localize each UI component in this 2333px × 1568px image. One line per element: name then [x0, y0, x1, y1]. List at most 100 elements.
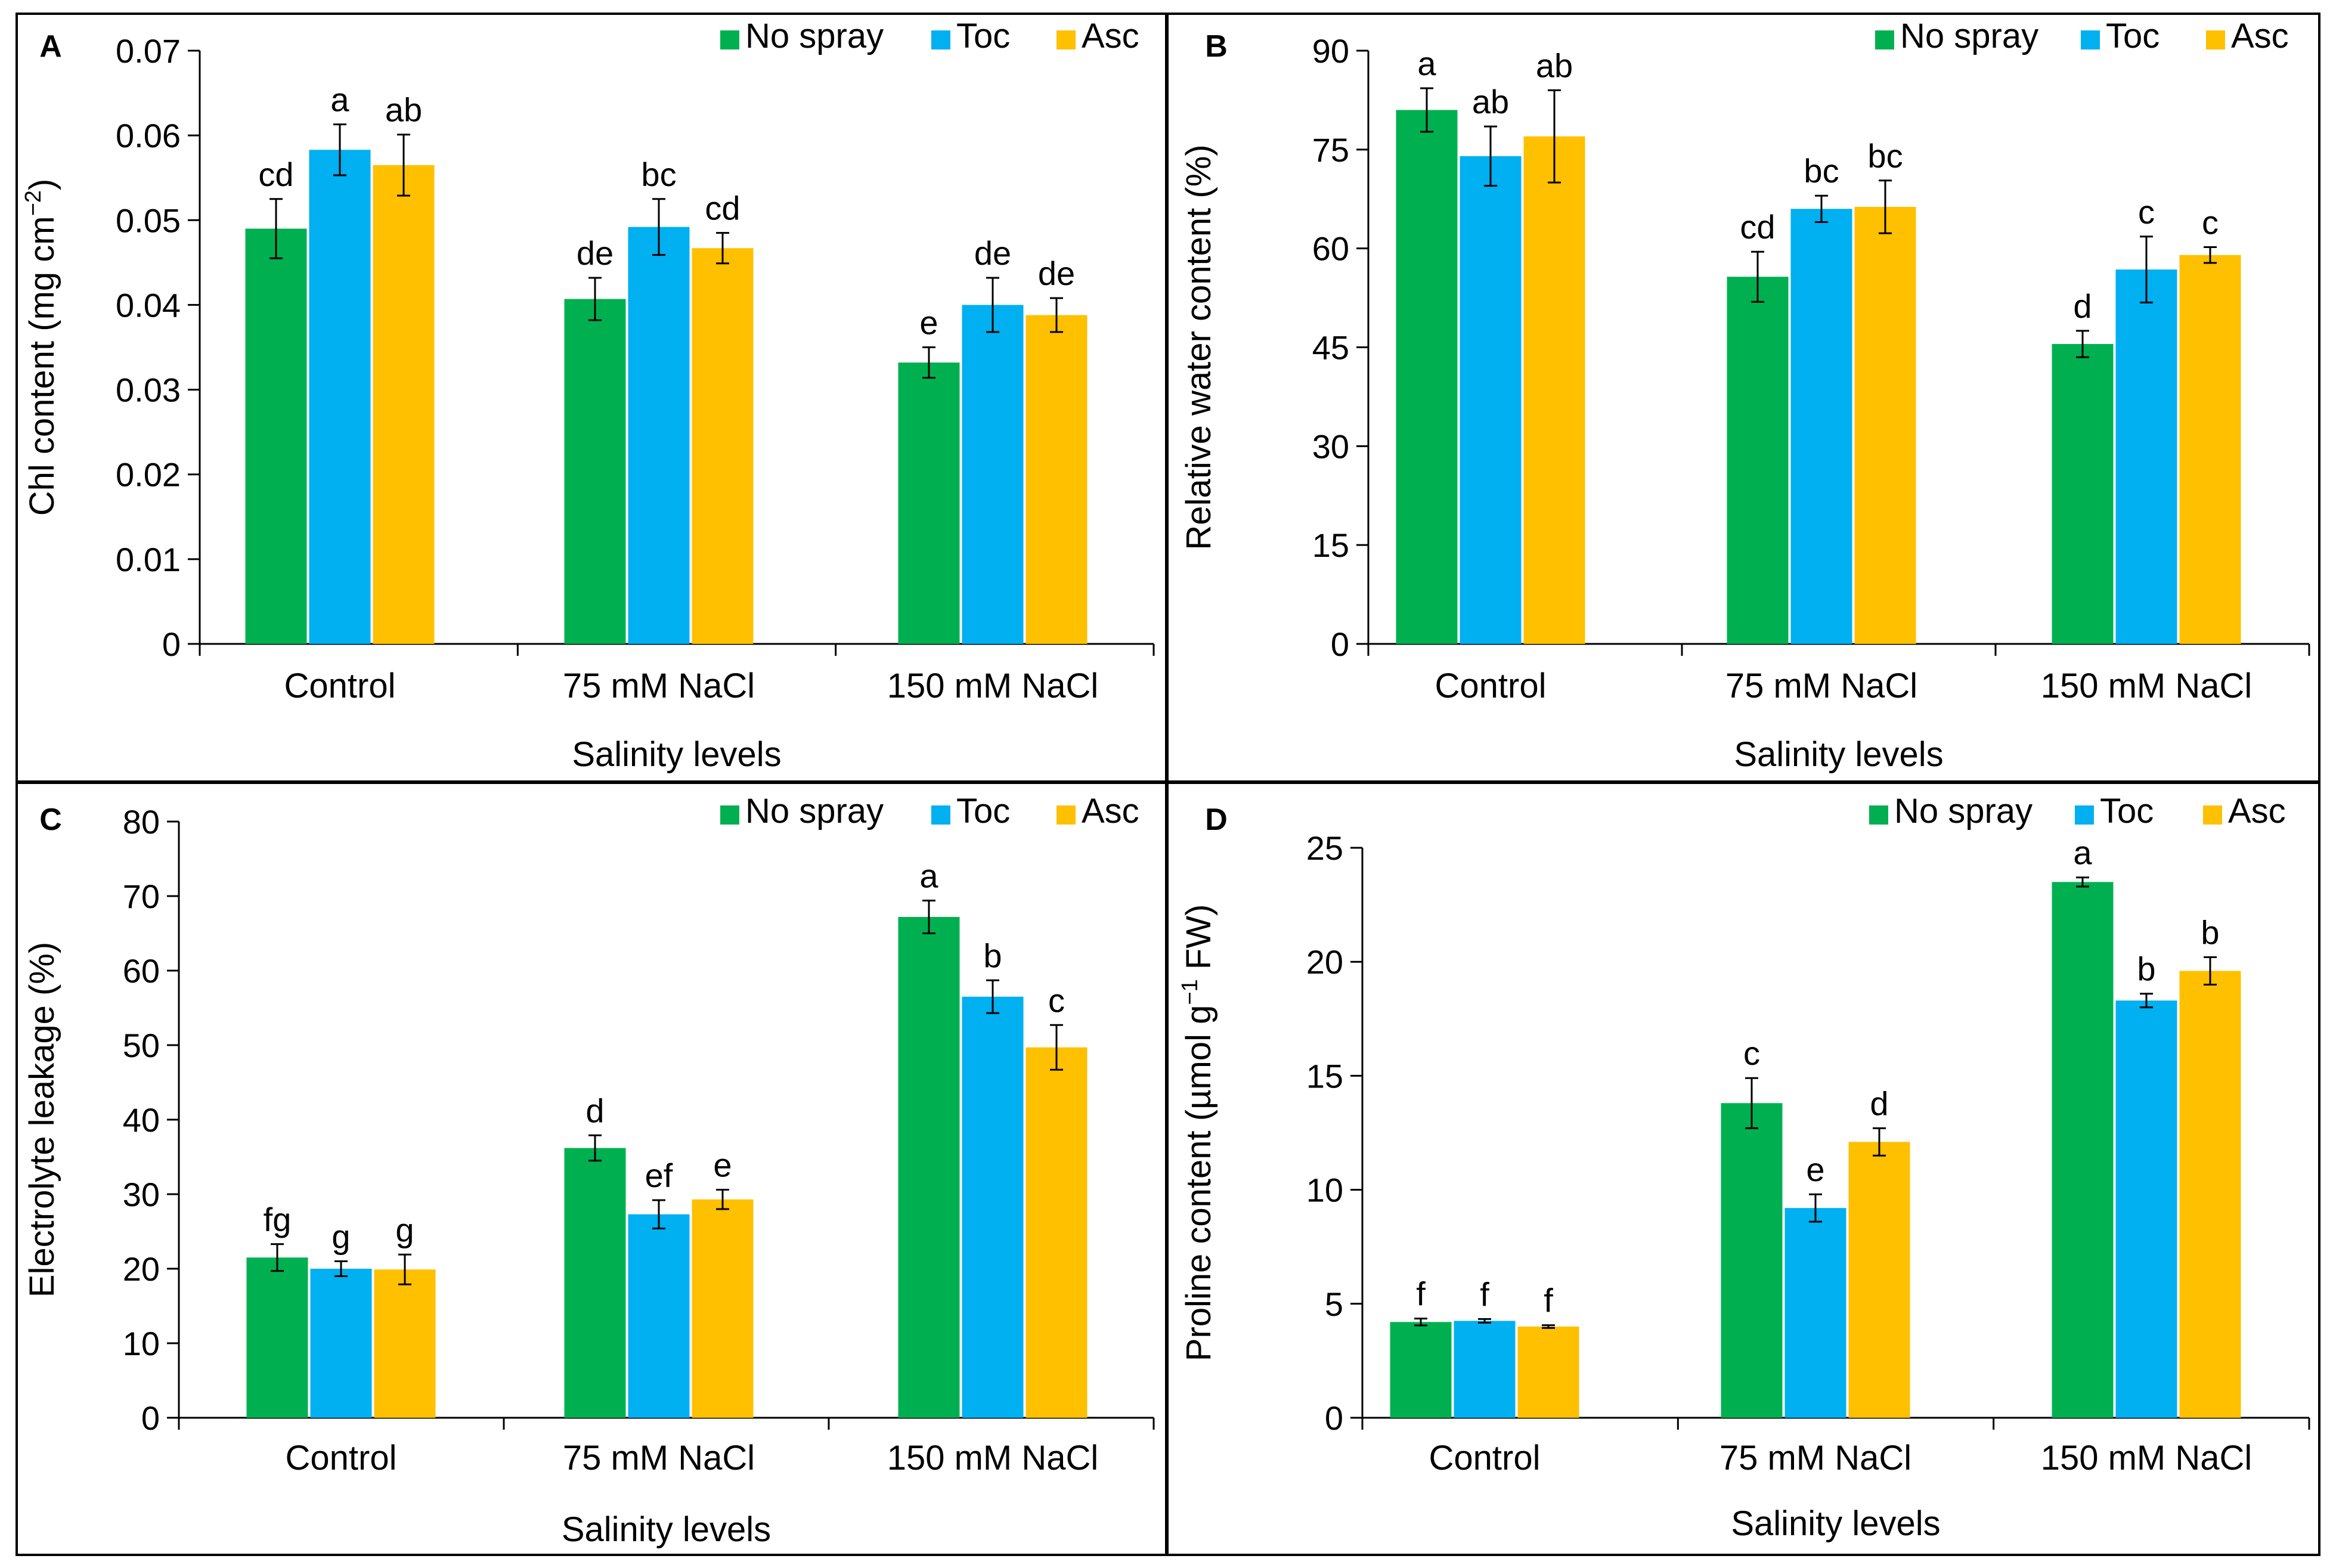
- significance-letter: c: [2202, 203, 2219, 241]
- significance-letter: cd: [1740, 208, 1775, 246]
- x-tick-label: Control: [284, 667, 396, 705]
- y-tick-label: 60: [1312, 230, 1349, 268]
- y-tick-label: 75: [1312, 131, 1349, 169]
- legend-swatch-no-spray: [720, 30, 739, 49]
- y-axis-title: Electrolyte leakage (%): [23, 942, 61, 1297]
- y-axis-title-main: Relative water content (%): [1179, 144, 1218, 550]
- figure-frame: [16, 13, 2320, 1556]
- y-axis-title-main: Chl content (mg cm: [23, 216, 61, 516]
- y-tick-label: 20: [1306, 943, 1343, 981]
- legend-label: No spray: [745, 17, 884, 55]
- bar-toc: [1454, 1321, 1516, 1418]
- significance-letter: c: [1048, 981, 1065, 1019]
- y-tick-label: 20: [123, 1250, 160, 1288]
- y-tick-label: 70: [123, 878, 160, 915]
- legend-swatch-no-spray: [720, 805, 739, 825]
- bar-no-spray: [898, 917, 960, 1418]
- bar-asc: [1517, 1327, 1579, 1418]
- bar-asc: [374, 1269, 436, 1418]
- y-tick-label: 50: [123, 1027, 160, 1064]
- y-tick-label: 0: [141, 1399, 160, 1437]
- y-tick-label: 0.03: [116, 371, 181, 409]
- bar-asc: [1025, 1047, 1088, 1418]
- panel-label: D: [1205, 802, 1228, 837]
- panel-d: D 0 5 10 15 20 25 Control 75 mM NaCl 150 mM NaCl S…: [1178, 792, 2310, 1543]
- y-tick-label: 10: [123, 1325, 160, 1362]
- legend-label: No spray: [1894, 792, 2033, 831]
- x-tick-label: 75 mM NaCl: [563, 667, 755, 705]
- x-tick-label: 150 mM NaCl: [2041, 1439, 2253, 1477]
- bar-asc: [1025, 315, 1088, 644]
- bar-toc: [628, 1214, 690, 1418]
- y-axis-title-tail: FW): [1179, 904, 1218, 980]
- legend-swatch-toc: [2081, 30, 2100, 49]
- bar-asc: [2179, 971, 2241, 1418]
- legend-swatch-asc: [1056, 30, 1076, 49]
- bar-toc: [1784, 1208, 1846, 1418]
- significance-letter: b: [2201, 914, 2219, 952]
- panel-c: C 0 10 20 30 40 50 60 70 80 Control 75 mM NaCl 150 m…: [23, 792, 1155, 1549]
- significance-letter: a: [1417, 45, 1436, 82]
- significance-letter: e: [919, 304, 938, 342]
- legend-swatch-toc: [931, 30, 950, 49]
- x-tick-label: 75 mM NaCl: [1719, 1439, 1911, 1477]
- bar-asc: [1523, 136, 1585, 644]
- bar-no-spray: [2052, 882, 2114, 1418]
- panel-label: B: [1205, 29, 1228, 64]
- y-tick-label: 25: [1306, 829, 1343, 867]
- significance-letter: b: [983, 937, 1002, 974]
- y-tick-label: 15: [1312, 526, 1349, 564]
- legend-swatch-no-spray: [1875, 30, 1894, 49]
- legend-swatch-toc: [931, 805, 950, 825]
- significance-letter: de: [974, 234, 1011, 272]
- bar-no-spray: [898, 362, 960, 644]
- y-axis-title-main: Proline content (µmol g: [1179, 1005, 1218, 1362]
- y-tick-label: 40: [123, 1101, 160, 1139]
- x-tick-label: 150 mM NaCl: [887, 667, 1099, 705]
- y-tick-label: 0.06: [116, 117, 181, 154]
- panel-label: C: [39, 802, 62, 837]
- significance-letter: g: [331, 1218, 350, 1256]
- legend-swatch-asc: [2206, 30, 2225, 49]
- y-tick-label: 0.07: [116, 32, 181, 70]
- y-tick-label: 90: [1312, 32, 1349, 70]
- bar-toc: [628, 227, 690, 644]
- legend-label: Toc: [2100, 792, 2154, 831]
- legend-swatch-asc: [1056, 805, 1076, 825]
- x-tick-label: Control: [1429, 1439, 1541, 1477]
- bar-toc: [309, 150, 371, 644]
- y-axis-title-superscript: −2: [21, 190, 46, 216]
- legend-label: Asc: [2231, 17, 2289, 55]
- bar-no-spray: [245, 228, 307, 644]
- y-tick-label: 0.01: [116, 541, 181, 578]
- significance-letter: cd: [705, 190, 740, 227]
- bar-toc: [1460, 156, 1522, 644]
- x-axis-title: Salinity levels: [562, 1510, 771, 1549]
- legend-label: Toc: [2106, 17, 2160, 55]
- y-tick-label: 80: [123, 803, 160, 841]
- significance-letter: ab: [1472, 83, 1509, 120]
- bar-toc: [2115, 269, 2177, 644]
- significance-letter: fg: [264, 1201, 292, 1238]
- x-tick-label: 75 mM NaCl: [563, 1439, 755, 1477]
- y-tick-label: 5: [1325, 1285, 1343, 1323]
- significance-letter: ef: [645, 1157, 673, 1194]
- y-tick-label: 15: [1306, 1057, 1343, 1095]
- significance-letter: ab: [1536, 47, 1573, 84]
- y-tick-label: 0: [1325, 1399, 1343, 1437]
- significance-letter: d: [2073, 287, 2092, 325]
- bar-asc: [373, 165, 435, 644]
- bar-no-spray: [564, 1148, 626, 1418]
- legend-label: Toc: [956, 792, 1010, 831]
- significance-letter: e: [1806, 1151, 1824, 1188]
- x-tick-label: 150 mM NaCl: [887, 1439, 1099, 1477]
- y-tick-label: 10: [1306, 1172, 1343, 1209]
- legend-swatch-asc: [2203, 805, 2222, 825]
- bar-asc: [692, 248, 754, 644]
- significance-letter: d: [1870, 1084, 1888, 1122]
- x-axis-title: Salinity levels: [1731, 1504, 1940, 1543]
- y-tick-label: 0.05: [116, 202, 181, 239]
- bar-no-spray: [1727, 277, 1789, 644]
